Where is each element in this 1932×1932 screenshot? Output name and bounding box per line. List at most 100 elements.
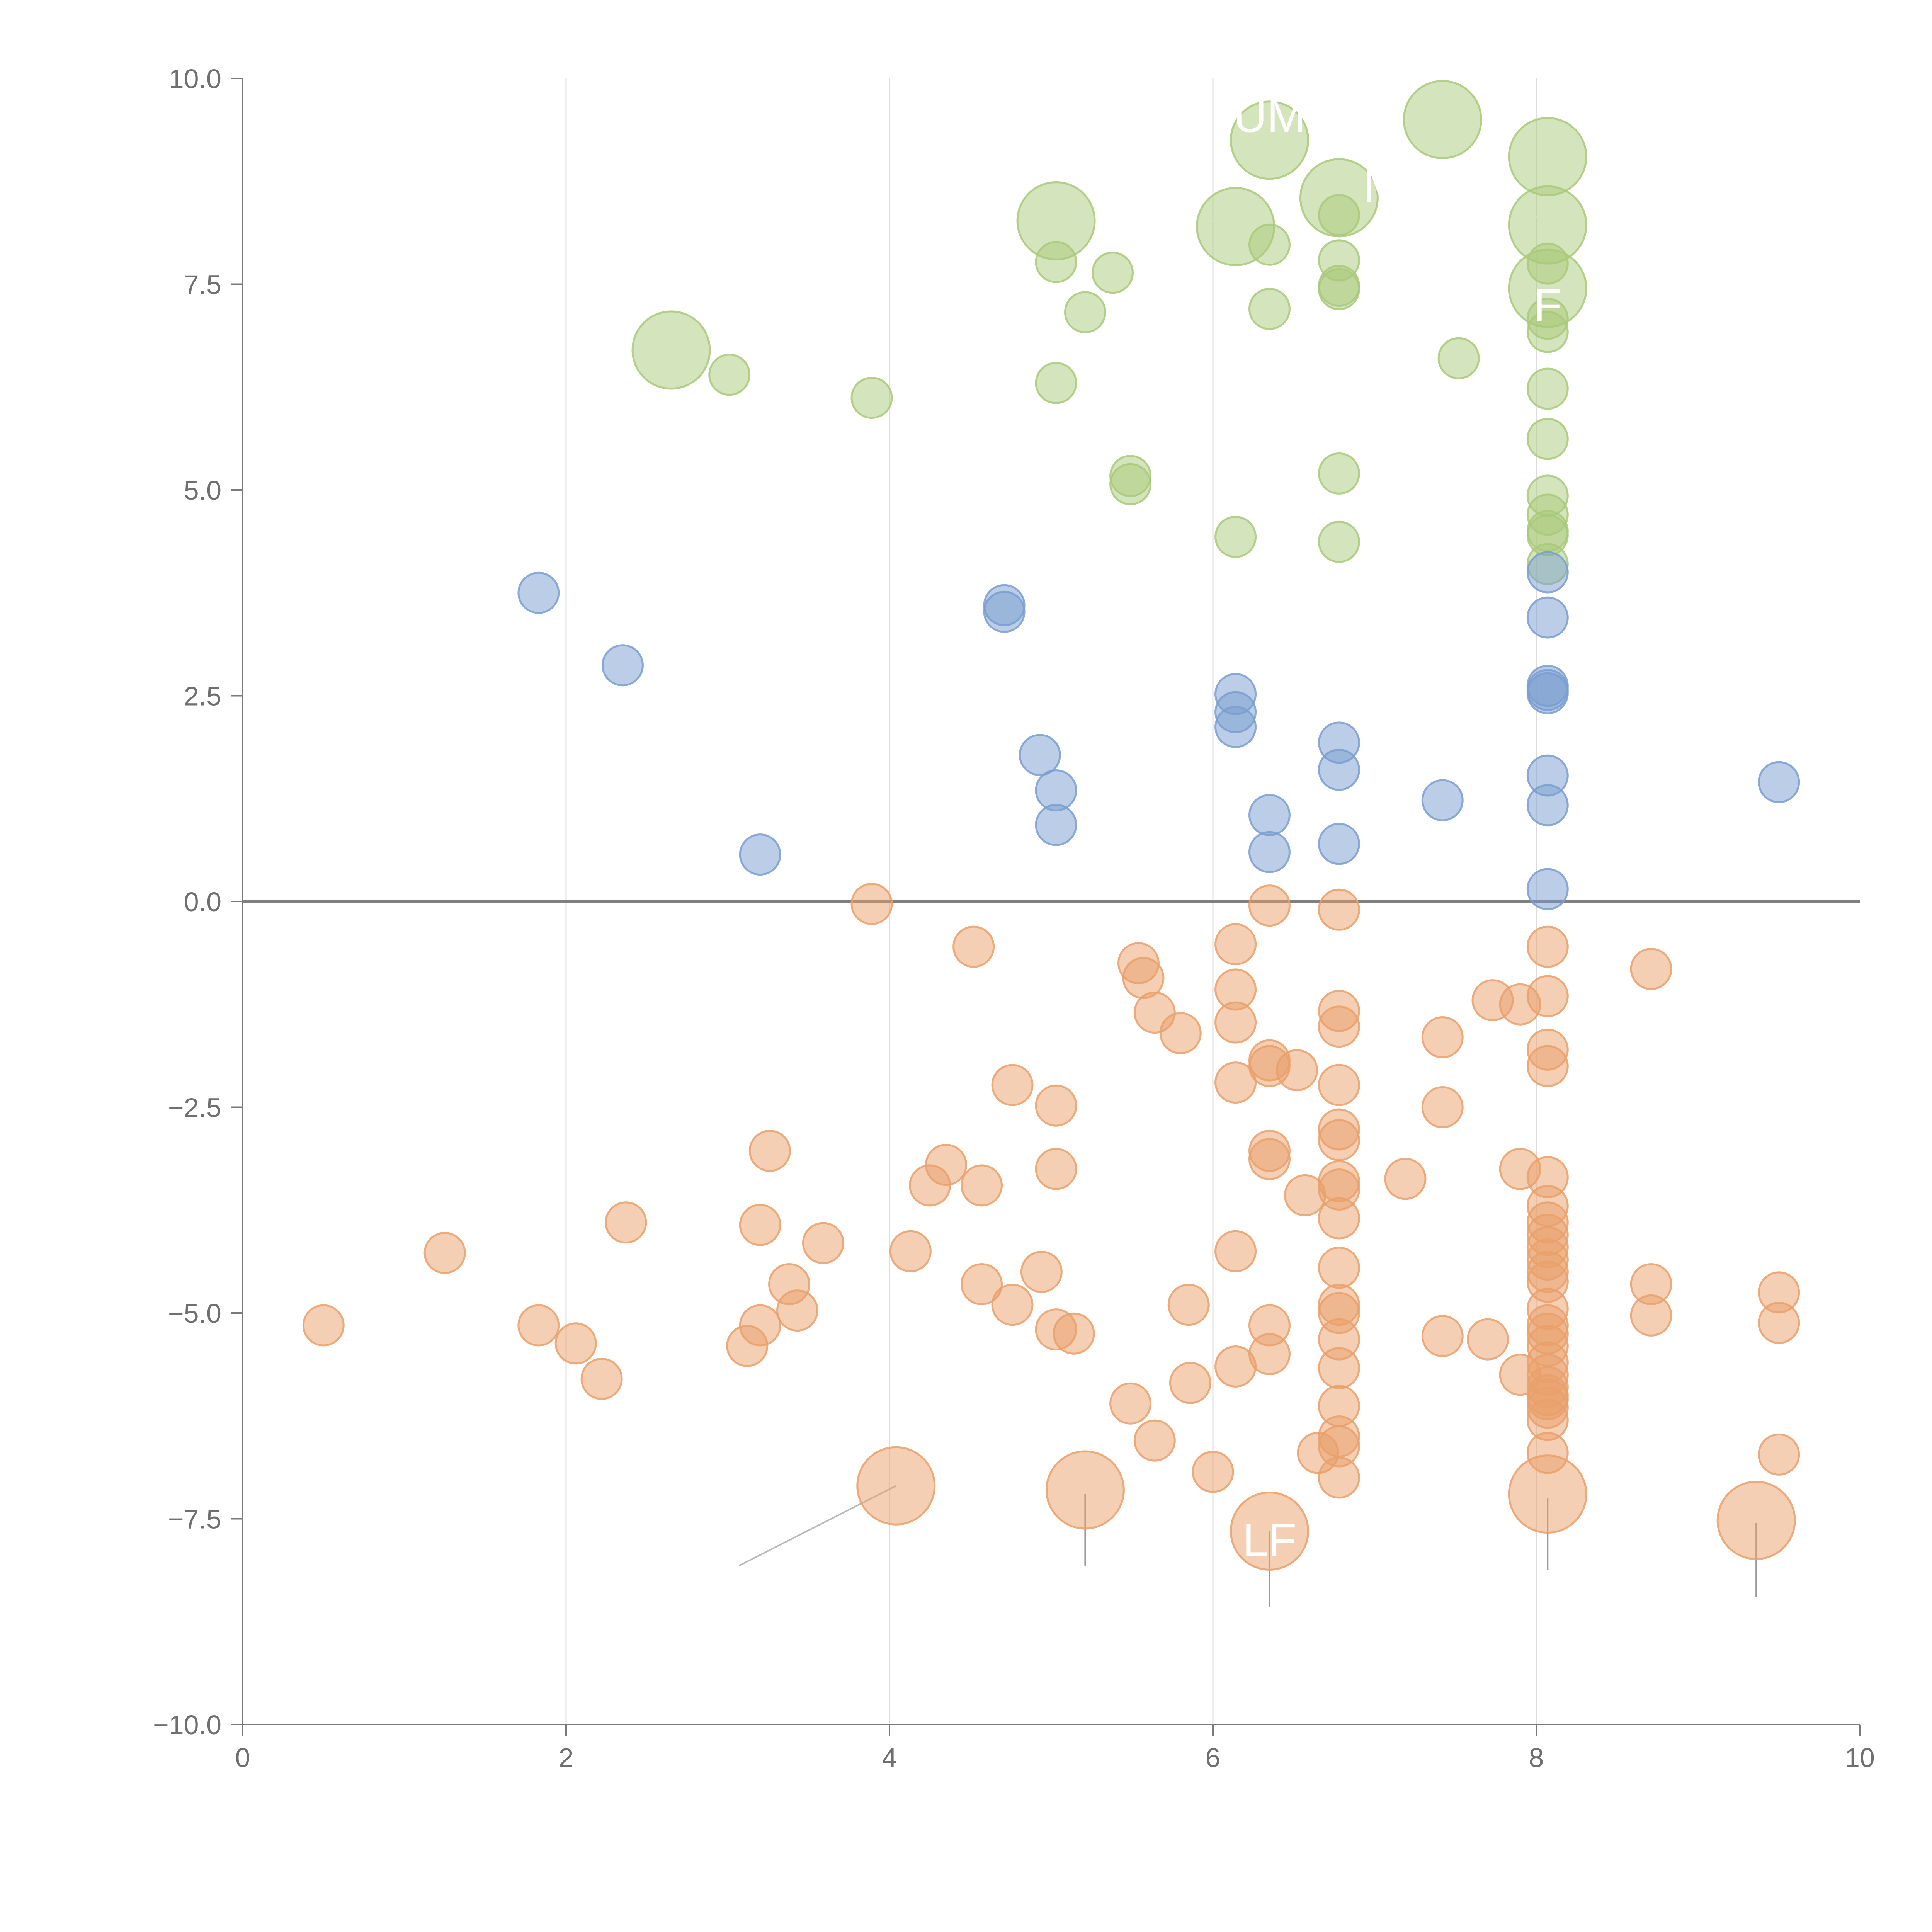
annotation-label: UM bbox=[1233, 90, 1306, 142]
x-tick-label: 2 bbox=[559, 1743, 574, 1773]
bubble-orange bbox=[776, 1289, 818, 1332]
bubble-blue bbox=[601, 644, 644, 687]
bubble-orange bbox=[1508, 1454, 1587, 1534]
bubble-orange bbox=[739, 1304, 781, 1347]
bubble-orange bbox=[554, 1322, 597, 1365]
x-tick-label: 10 bbox=[1845, 1743, 1875, 1773]
y-tick-label: −7.5 bbox=[168, 1504, 221, 1534]
bubble-orange bbox=[1248, 884, 1291, 927]
bubble-green bbox=[1109, 463, 1152, 505]
annotation-label: LF bbox=[1242, 1514, 1296, 1566]
bubble-green bbox=[1508, 117, 1587, 196]
bubbles bbox=[302, 80, 1800, 1571]
bubble-blue bbox=[1019, 734, 1061, 776]
bubble-green bbox=[631, 310, 711, 390]
bubble-orange bbox=[1526, 1045, 1569, 1087]
y-tick-label: −5.0 bbox=[168, 1298, 221, 1328]
bubble-orange bbox=[1167, 1284, 1210, 1326]
bubble-green bbox=[1318, 520, 1360, 563]
bubble-orange bbox=[1214, 923, 1257, 966]
bubble-green bbox=[1526, 311, 1569, 353]
bubble-orange bbox=[1248, 1138, 1291, 1180]
bubble-orange bbox=[1630, 1294, 1672, 1337]
bubble-green bbox=[1214, 515, 1257, 558]
bubble-orange bbox=[1035, 1084, 1077, 1127]
y-tick-label: 0.0 bbox=[184, 887, 221, 917]
bubble-orange bbox=[1276, 1049, 1318, 1092]
bubble-orange bbox=[961, 1164, 1003, 1207]
bubble-green bbox=[1092, 252, 1134, 294]
bubble-orange bbox=[1159, 1012, 1202, 1054]
bubble-orange bbox=[1020, 1251, 1063, 1293]
bubble-blue bbox=[1248, 831, 1291, 873]
bubble-orange bbox=[889, 1230, 932, 1272]
bubble-blue bbox=[517, 571, 560, 614]
bubble-orange bbox=[1716, 1481, 1796, 1560]
bubble-orange bbox=[925, 1144, 967, 1186]
bubble-orange bbox=[1248, 1333, 1291, 1375]
bubble-orange bbox=[605, 1201, 647, 1244]
y-tick-label: 10.0 bbox=[169, 64, 221, 94]
bubble-orange bbox=[748, 1129, 791, 1172]
bubble-orange bbox=[1318, 1347, 1360, 1389]
bubble-blue bbox=[1248, 794, 1291, 836]
bubble-blue bbox=[1526, 784, 1569, 827]
x-tick-label: 6 bbox=[1206, 1743, 1221, 1773]
bubble-green bbox=[1035, 362, 1077, 404]
bubble-orange bbox=[1466, 1318, 1509, 1361]
y-tick-label: 7.5 bbox=[184, 270, 221, 300]
bubble-orange bbox=[1214, 1001, 1257, 1044]
bubble-orange bbox=[517, 1304, 560, 1347]
bubble-green bbox=[850, 376, 893, 419]
bubble-blue bbox=[1035, 804, 1077, 846]
bubble-orange bbox=[1133, 1419, 1176, 1462]
bubble-orange bbox=[991, 1064, 1034, 1106]
bubble-green bbox=[1248, 287, 1291, 330]
bubble-orange bbox=[961, 1263, 1003, 1305]
bubble-blue bbox=[739, 833, 781, 876]
bubble-blue bbox=[1318, 748, 1360, 791]
bubble-orange bbox=[1045, 1450, 1125, 1530]
y-tick-label: −10.0 bbox=[153, 1710, 221, 1740]
bubble-orange bbox=[991, 1284, 1034, 1326]
bubble-orange bbox=[952, 925, 995, 968]
annotations: UM M F LF bbox=[1233, 90, 1562, 1566]
bubble-orange bbox=[1318, 1456, 1360, 1499]
bubble-blue bbox=[1421, 779, 1464, 821]
bubble-orange bbox=[1169, 1362, 1211, 1404]
bubble-orange bbox=[850, 883, 893, 925]
bubble-orange bbox=[423, 1232, 466, 1274]
bubble-green bbox=[1526, 418, 1569, 460]
bubble-orange bbox=[1035, 1148, 1077, 1190]
y-tick-label: 5.0 bbox=[184, 475, 221, 505]
bubble-blue bbox=[1758, 761, 1800, 803]
bubble-orange bbox=[1758, 1433, 1800, 1476]
bubble-orange bbox=[1053, 1312, 1095, 1355]
y-tick-label: −2.5 bbox=[168, 1093, 221, 1123]
bubble-orange bbox=[1192, 1451, 1234, 1493]
bubble-orange bbox=[1526, 975, 1569, 1017]
bubble-orange bbox=[1214, 1230, 1257, 1272]
bubble-blue bbox=[1214, 706, 1257, 748]
bubble-green bbox=[1035, 241, 1077, 283]
bubble-green bbox=[1318, 452, 1360, 495]
bubble-blue bbox=[1526, 596, 1569, 639]
bubble-orange bbox=[1318, 1119, 1360, 1162]
bubble-orange bbox=[1109, 1382, 1152, 1425]
bubble-green bbox=[1064, 291, 1106, 333]
bubble-orange bbox=[1421, 1016, 1464, 1058]
x-tick-label: 4 bbox=[882, 1743, 897, 1773]
bubble-orange bbox=[1214, 1061, 1257, 1104]
bubble-orange bbox=[1318, 1247, 1360, 1289]
bubble-orange bbox=[1318, 1197, 1360, 1240]
bubble-orange bbox=[1318, 888, 1360, 931]
bubble-orange bbox=[1758, 1302, 1800, 1344]
bubble-orange bbox=[302, 1304, 345, 1347]
bubble-orange bbox=[1421, 1086, 1464, 1128]
bubble-orange bbox=[856, 1446, 936, 1526]
y-tick-label: 2.5 bbox=[184, 681, 221, 711]
bubble-green bbox=[1230, 100, 1309, 180]
bubble-green bbox=[1318, 194, 1360, 236]
bubble-orange bbox=[739, 1204, 781, 1246]
